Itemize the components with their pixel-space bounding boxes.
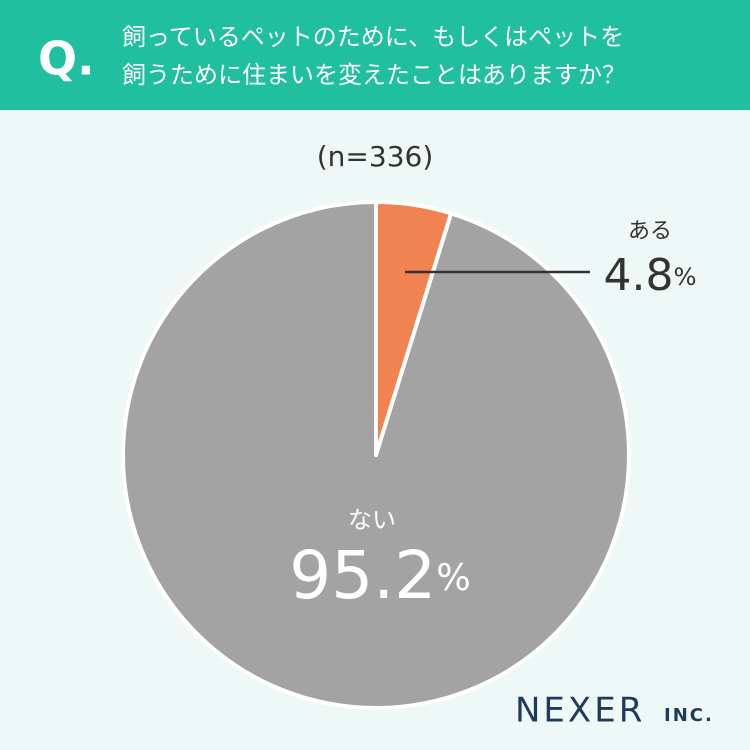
title-line: 飼っているペットのために、もしくはペットを bbox=[122, 23, 624, 51]
pie-slice bbox=[121, 200, 631, 710]
category-label: ない bbox=[348, 506, 396, 534]
pie bbox=[121, 200, 631, 710]
value-label: 4.8% bbox=[604, 250, 697, 301]
question-mark: Q. bbox=[38, 32, 95, 86]
value-label: 95.2% bbox=[289, 537, 470, 614]
header-band bbox=[0, 0, 750, 110]
subtitle: (n=336) bbox=[317, 140, 434, 173]
title-line: 飼うために住まいを変えたことはありますか？ bbox=[122, 61, 626, 89]
category-label: ある bbox=[628, 219, 672, 244]
logo: NEXER bbox=[515, 691, 645, 731]
logo-suffix: INC. bbox=[664, 705, 714, 726]
